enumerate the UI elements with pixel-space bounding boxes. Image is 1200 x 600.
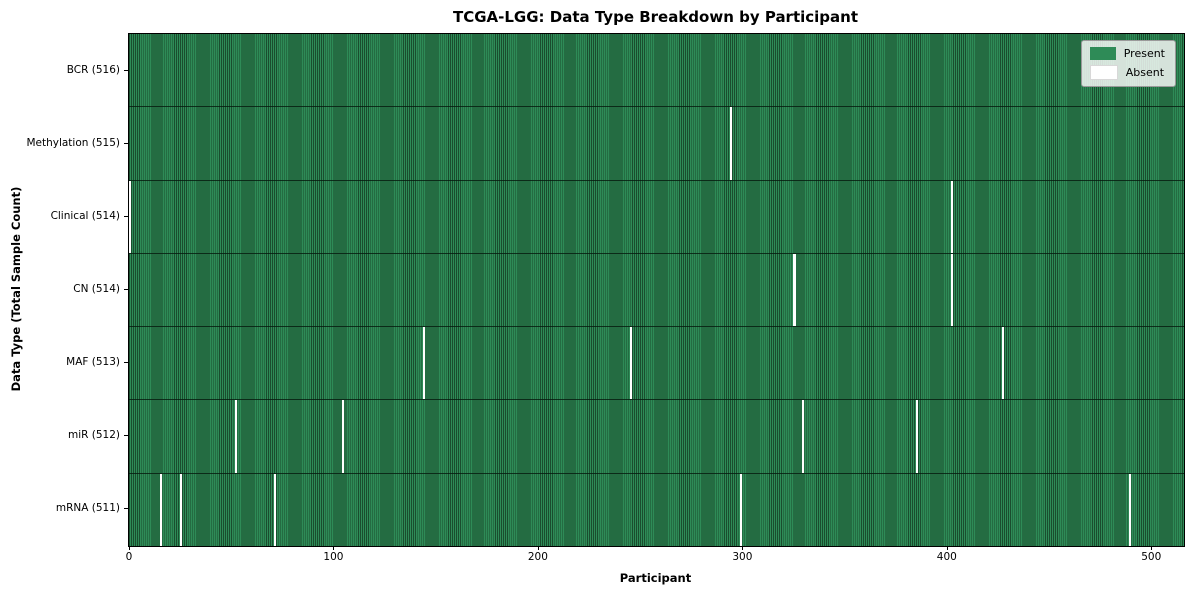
y-tick-mark: [124, 142, 128, 144]
x-tick-label-200: 200: [527, 551, 548, 563]
y-tick-label-miR: miR (512): [67, 429, 120, 442]
y-tick-label-MAF: MAF (513): [66, 356, 120, 369]
legend: Present Absent: [1080, 40, 1176, 87]
absent-marker-mRNA-299: [740, 473, 743, 546]
heatmap-row-CN: [129, 253, 1184, 328]
absent-marker-mRNA-489: [1128, 473, 1131, 546]
absent-marker-MAF-144: [423, 327, 426, 400]
x-tick-mark: [742, 546, 744, 550]
absent-marker-mRNA-25: [180, 473, 183, 546]
chart-title: TCGA-LGG: Data Type Breakdown by Partici…: [452, 8, 859, 26]
x-tick-mark: [946, 546, 948, 550]
x-tick-label-500: 500: [1141, 551, 1162, 563]
absent-marker-Clinical-402: [950, 180, 953, 253]
heatmap-row-miR: [129, 400, 1184, 474]
legend-label-present: Present: [1123, 47, 1165, 60]
heatmap-row-MAF: [129, 327, 1184, 401]
y-tick-mark: [124, 289, 128, 290]
y-tick-label-mRNA: mRNA (511): [55, 502, 120, 515]
plot-area: Present Absent: [128, 33, 1185, 547]
absent-marker-mRNA-15: [159, 473, 162, 546]
legend-swatch-absent: [1089, 65, 1118, 80]
absent-marker-miR-329: [801, 400, 804, 473]
absent-marker-Clinical-0: [129, 180, 132, 253]
absent-marker-CN-325: [793, 253, 796, 327]
x-tick-label-100: 100: [323, 551, 344, 563]
legend-label-absent: Absent: [1125, 66, 1165, 79]
legend-swatch-present: [1089, 47, 1116, 60]
absent-marker-miR-104: [341, 400, 344, 473]
y-tick-label-Clinical: Clinical (514): [50, 209, 120, 222]
absent-marker-MAF-427: [1002, 327, 1005, 400]
x-tick-mark: [333, 546, 335, 550]
y-tick-mark: [124, 435, 128, 437]
absent-marker-Methylation-294: [730, 107, 733, 180]
heatmap-row-Methylation: [129, 107, 1184, 181]
legend-item-absent: Absent: [1089, 65, 1165, 80]
y-tick-mark: [124, 508, 128, 510]
absent-marker-MAF-245: [629, 327, 632, 400]
x-tick-mark: [129, 546, 130, 550]
heatmap-row-BCR: [129, 34, 1184, 108]
heatmap-row-Clinical: [129, 180, 1184, 254]
legend-item-present: Present: [1089, 47, 1165, 60]
absent-marker-miR-52: [235, 400, 238, 473]
x-tick-mark: [537, 546, 539, 550]
x-tick-mark: [1151, 546, 1153, 550]
heatmap-rows: [129, 34, 1184, 546]
x-tick-label-400: 400: [936, 551, 957, 563]
y-tick-mark: [124, 362, 128, 364]
y-tick-label-CN: CN (514): [73, 283, 120, 295]
y-tick-mark: [124, 215, 128, 217]
heatmap-row-mRNA: [129, 473, 1184, 546]
x-tick-label-300: 300: [732, 551, 753, 563]
absent-marker-CN-402: [950, 253, 953, 327]
y-tick-label-Methylation: Methylation (515): [26, 136, 120, 149]
y-tick-mark: [124, 69, 128, 71]
absent-marker-miR-385: [916, 400, 919, 473]
x-axis-label: Participant: [619, 571, 692, 585]
x-tick-label-0: 0: [125, 551, 133, 563]
absent-marker-mRNA-71: [274, 473, 277, 546]
y-tick-label-BCR: BCR (516): [66, 63, 120, 76]
